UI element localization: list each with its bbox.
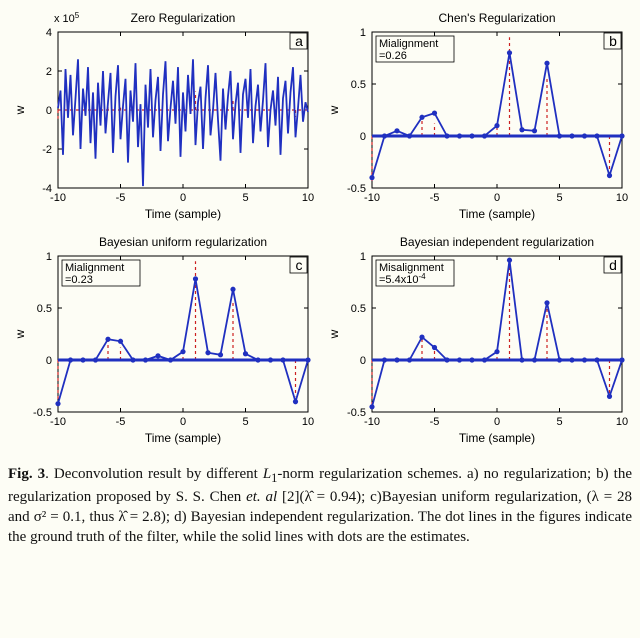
svg-text:0: 0 bbox=[46, 355, 52, 367]
svg-text:-5: -5 bbox=[116, 416, 126, 428]
svg-text:-5: -5 bbox=[430, 192, 440, 204]
caption-part1: . Deconvolution result by different bbox=[45, 466, 263, 482]
svg-text:Mialignment: Mialignment bbox=[379, 38, 438, 50]
svg-text:-4: -4 bbox=[42, 183, 52, 195]
svg-text:-10: -10 bbox=[50, 416, 66, 428]
svg-text:5: 5 bbox=[556, 192, 562, 204]
svg-text:Time (sample): Time (sample) bbox=[145, 207, 221, 221]
svg-text:Zero Regularization: Zero Regularization bbox=[131, 11, 236, 25]
svg-text:0: 0 bbox=[180, 192, 186, 204]
svg-text:-10: -10 bbox=[364, 416, 380, 428]
svg-text:=5.4x10-4: =5.4x10-4 bbox=[379, 272, 426, 287]
svg-text:Bayesian uniform regularizatio: Bayesian uniform regularization bbox=[99, 235, 267, 249]
svg-text:0: 0 bbox=[494, 416, 500, 428]
svg-text:0.5: 0.5 bbox=[351, 303, 366, 315]
subplot-a: Zero Regularization x 105 -10 -5 0 5 10 -4 -2 0 2 4… bbox=[8, 8, 318, 228]
subplot-d: Bayesian independent regularization -10 -5… bbox=[322, 232, 632, 452]
svg-text:2: 2 bbox=[46, 66, 52, 78]
svg-text:5: 5 bbox=[242, 416, 248, 428]
subplot-c: Bayesian uniform regularization-10-50510… bbox=[8, 232, 318, 452]
figure-caption: Fig. 3. Deconvolution result by differen… bbox=[8, 464, 632, 548]
svg-text:Time (sample): Time (sample) bbox=[459, 431, 535, 445]
svg-text:Time (sample): Time (sample) bbox=[459, 207, 535, 221]
svg-text:-0.5: -0.5 bbox=[347, 407, 366, 419]
svg-text:0.5: 0.5 bbox=[37, 303, 52, 315]
svg-text:Time (sample): Time (sample) bbox=[145, 431, 221, 445]
svg-text:5: 5 bbox=[556, 416, 562, 428]
svg-text:Mialignment: Mialignment bbox=[65, 262, 124, 274]
svg-text:w: w bbox=[327, 105, 341, 115]
svg-text:-10: -10 bbox=[364, 192, 380, 204]
svg-text:10: 10 bbox=[616, 192, 628, 204]
svg-text:1: 1 bbox=[360, 251, 366, 263]
svg-text:0: 0 bbox=[360, 355, 366, 367]
svg-text:-0.5: -0.5 bbox=[347, 183, 366, 195]
svg-text:-10: -10 bbox=[50, 192, 66, 204]
svg-text:Bayesian independent regulariz: Bayesian independent regularization bbox=[400, 235, 594, 249]
svg-text:0: 0 bbox=[46, 105, 52, 117]
svg-text:1: 1 bbox=[46, 251, 52, 263]
caption-L1: L bbox=[263, 466, 271, 482]
svg-text:b: b bbox=[609, 33, 617, 49]
svg-text:-5: -5 bbox=[430, 416, 440, 428]
svg-text:w: w bbox=[13, 329, 27, 339]
figure-3: Zero Regularizationx 105-10-50510-4-2024… bbox=[8, 8, 632, 452]
svg-text:-2: -2 bbox=[42, 144, 52, 156]
svg-text:w: w bbox=[327, 329, 341, 339]
svg-text:-5: -5 bbox=[116, 192, 126, 204]
subplot-b: Chen's Regularization -10 -5 0 5 10 -0.5 0 0.5 1 T… bbox=[322, 8, 632, 228]
svg-text:a: a bbox=[295, 33, 303, 49]
svg-text:x 105: x 105 bbox=[54, 11, 80, 26]
svg-text:10: 10 bbox=[302, 192, 314, 204]
svg-text:Misalignment: Misalignment bbox=[379, 262, 444, 274]
caption-etal: et. al bbox=[246, 489, 277, 505]
svg-text:0: 0 bbox=[360, 131, 366, 143]
svg-text:c: c bbox=[296, 257, 303, 273]
svg-text:=0.26: =0.26 bbox=[379, 50, 407, 62]
svg-text:4: 4 bbox=[46, 27, 52, 39]
svg-text:0: 0 bbox=[180, 416, 186, 428]
svg-text:0.5: 0.5 bbox=[351, 79, 366, 91]
svg-text:d: d bbox=[609, 257, 617, 273]
svg-text:10: 10 bbox=[616, 416, 628, 428]
svg-text:1: 1 bbox=[360, 27, 366, 39]
svg-text:5: 5 bbox=[242, 192, 248, 204]
svg-text:10: 10 bbox=[302, 416, 314, 428]
subplot-grid: Zero Regularizationx 105-10-50510-4-2024… bbox=[8, 8, 632, 452]
svg-text:=0.23: =0.23 bbox=[65, 274, 93, 286]
caption-label: Fig. 3 bbox=[8, 466, 45, 482]
svg-text:Chen's Regularization: Chen's Regularization bbox=[438, 11, 555, 25]
svg-text:-0.5: -0.5 bbox=[33, 407, 52, 419]
svg-text:w: w bbox=[13, 105, 27, 115]
svg-text:0: 0 bbox=[494, 192, 500, 204]
